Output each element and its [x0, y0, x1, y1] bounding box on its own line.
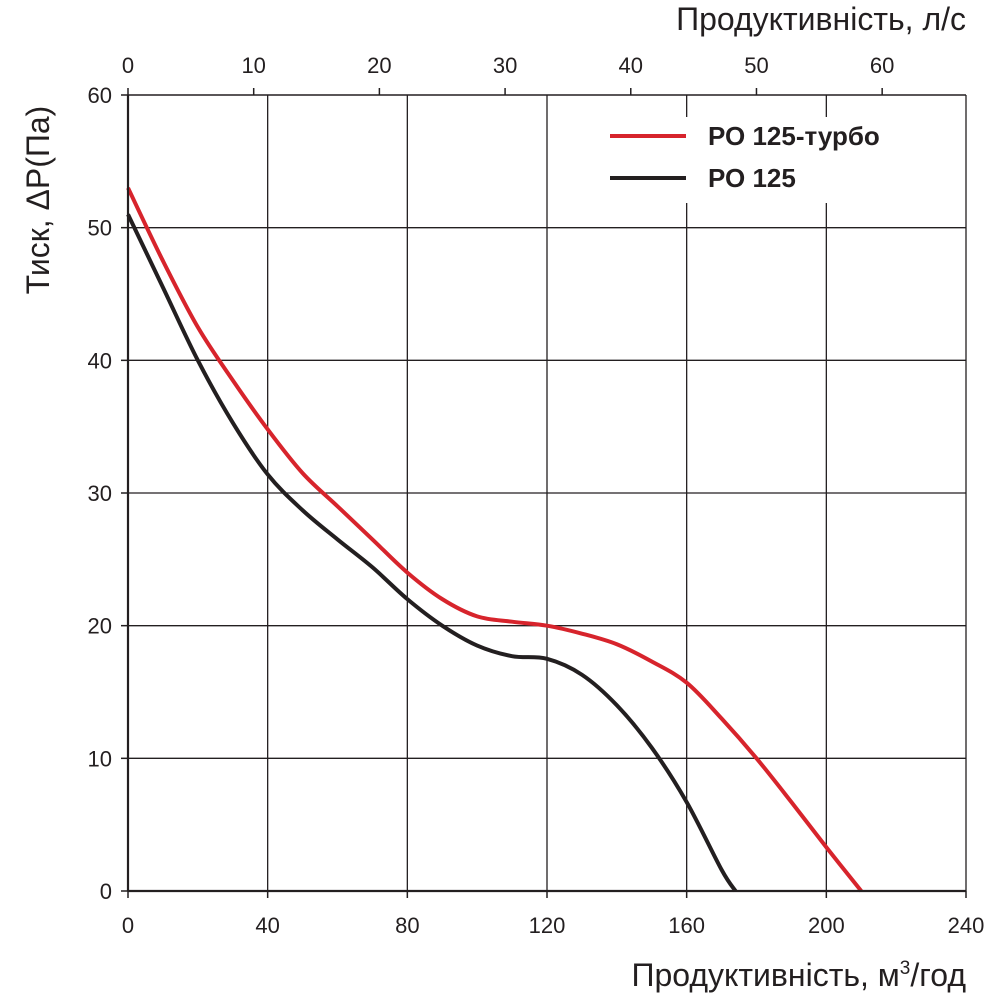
series-layer: [126, 187, 863, 893]
series-line-standard: [126, 213, 738, 893]
x-top-tick-label: 10: [241, 53, 265, 78]
y-tick-label: 10: [88, 746, 112, 771]
legend-label-standard: РО 125: [708, 163, 796, 193]
x-bottom-title-sup: 3: [900, 958, 911, 979]
tick-labels: 0 40 80 120 160 200 240 0 10 20 30 40 50 60 0 10 20 30 40 5…: [88, 53, 985, 938]
x-top-tick-label: 40: [619, 53, 643, 78]
legend-label-turbo: РО 125-турбо: [708, 121, 880, 151]
legend-background: [600, 117, 930, 203]
x-bottom-tick-label: 200: [808, 913, 845, 938]
x-bottom-axis-title: Продуктивність, м3/год: [631, 957, 966, 993]
x-top-tick-label: 20: [367, 53, 391, 78]
x-bottom-tick-label: 160: [668, 913, 705, 938]
y-tick-label: 40: [88, 348, 112, 373]
legend: РО 125-турбо РО 125: [600, 117, 930, 203]
series-line-turbo: [126, 187, 863, 893]
x-bottom-title-main: Продуктивність, м: [631, 957, 899, 993]
x-top-tick-label: 60: [870, 53, 894, 78]
y-axis-title: Тиск, ΔP(Па): [20, 106, 56, 295]
x-bottom-tick-label: 80: [395, 913, 419, 938]
x-top-axis-title: Продуктивність, л/с: [676, 1, 966, 37]
x-top-tick-label: 30: [493, 53, 517, 78]
x-top-tick-label: 50: [744, 53, 768, 78]
x-bottom-tick-label: 0: [122, 913, 134, 938]
x-bottom-tick-label: 240: [948, 913, 985, 938]
x-top-tick-label: 0: [122, 53, 134, 78]
y-tick-label: 50: [88, 216, 112, 241]
x-bottom-title-tail: /год: [910, 957, 966, 993]
x-bottom-tick-label: 40: [255, 913, 279, 938]
y-tick-label: 20: [88, 614, 112, 639]
x-bottom-tick-label: 120: [529, 913, 566, 938]
grid: [128, 95, 966, 891]
y-tick-label: 0: [100, 879, 112, 904]
y-tick-label: 30: [88, 481, 112, 506]
y-tick-label: 60: [88, 83, 112, 108]
